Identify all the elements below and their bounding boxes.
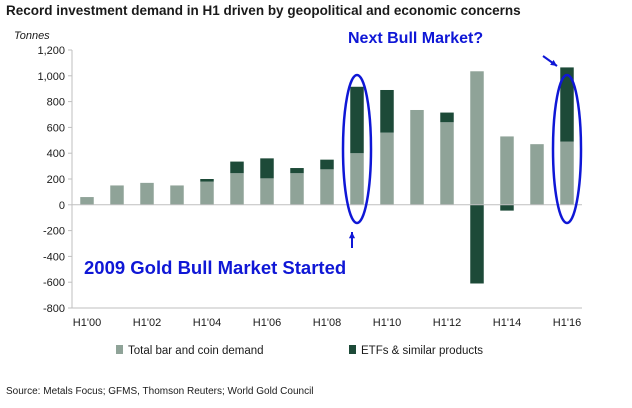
bar-etf (350, 86, 364, 154)
bar-total-bar-coin (110, 185, 124, 205)
arrow-next-bull-market-head (550, 59, 557, 66)
y-tick-label: 1,000 (37, 71, 65, 83)
source-note: Source: Metals Focus; GFMS, Thomson Reut… (6, 386, 314, 397)
bar-total-bar-coin (200, 181, 214, 205)
y-tick-label: -600 (43, 277, 65, 289)
y-tick-label: 200 (47, 174, 65, 186)
bar-total-bar-coin (470, 71, 484, 205)
chart-title: Record investment demand in H1 driven by… (6, 3, 521, 18)
bar-total-bar-coin (320, 169, 334, 205)
bar-total-bar-coin (140, 182, 154, 205)
bar-etf (380, 89, 394, 133)
legend-label: Total bar and coin demand (128, 345, 264, 357)
bar-etf (440, 112, 454, 123)
y-tick-label: 1,200 (37, 45, 65, 57)
bar-total-bar-coin (350, 153, 364, 205)
x-tick-label: H1'14 (493, 317, 521, 329)
bar-etf (260, 158, 274, 179)
bar-etf (200, 179, 214, 182)
bar-total-bar-coin (440, 122, 454, 205)
bar-etf (500, 204, 514, 211)
legend-label: ETFs & similar products (361, 345, 483, 357)
bar-etf (320, 159, 334, 170)
x-tick-label: H1'08 (313, 317, 341, 329)
x-tick-label: H1'16 (553, 317, 581, 329)
y-tick-label: -800 (43, 303, 65, 315)
bar-total-bar-coin (290, 173, 304, 205)
y-tick-label: -400 (43, 251, 65, 263)
y-tick-label: 600 (47, 122, 65, 134)
bar-total-bar-coin (380, 132, 394, 205)
y-tick-label: 400 (47, 148, 65, 160)
x-tick-label: H1'06 (253, 317, 281, 329)
bar-total-bar-coin (410, 109, 424, 205)
highlight-ellipse (551, 73, 583, 225)
bar-etf (560, 67, 574, 142)
bar-total-bar-coin (530, 144, 544, 205)
y-axis-unit-label: Tonnes (14, 30, 50, 42)
bar-etf (290, 168, 304, 174)
arrow-2009-bull-market-head (348, 232, 356, 239)
x-tick-label: H1'00 (73, 317, 101, 329)
bar-total-bar-coin (80, 197, 94, 205)
y-tick-label: 800 (47, 97, 65, 109)
annotation-next-bull-market: Next Bull Market? (348, 30, 484, 47)
bar-total-bar-coin (560, 141, 574, 205)
y-tick-label: 0 (59, 200, 65, 212)
bar-total-bar-coin (230, 173, 244, 205)
y-tick-label: -200 (43, 226, 65, 238)
highlight-ellipse (341, 73, 373, 225)
bar-etf (230, 161, 244, 174)
bar-etf (470, 204, 484, 284)
bar-total-bar-coin (260, 178, 274, 205)
x-tick-label: H1'12 (433, 317, 461, 329)
x-tick-label: H1'04 (193, 317, 221, 329)
legend-swatch (116, 345, 123, 354)
legend-swatch (349, 345, 356, 354)
annotation-2009-bull-market: 2009 Gold Bull Market Started (84, 257, 347, 278)
bar-total-bar-coin (170, 185, 184, 205)
bar-total-bar-coin (500, 136, 514, 205)
x-tick-label: H1'10 (373, 317, 401, 329)
x-tick-label: H1'02 (133, 317, 161, 329)
